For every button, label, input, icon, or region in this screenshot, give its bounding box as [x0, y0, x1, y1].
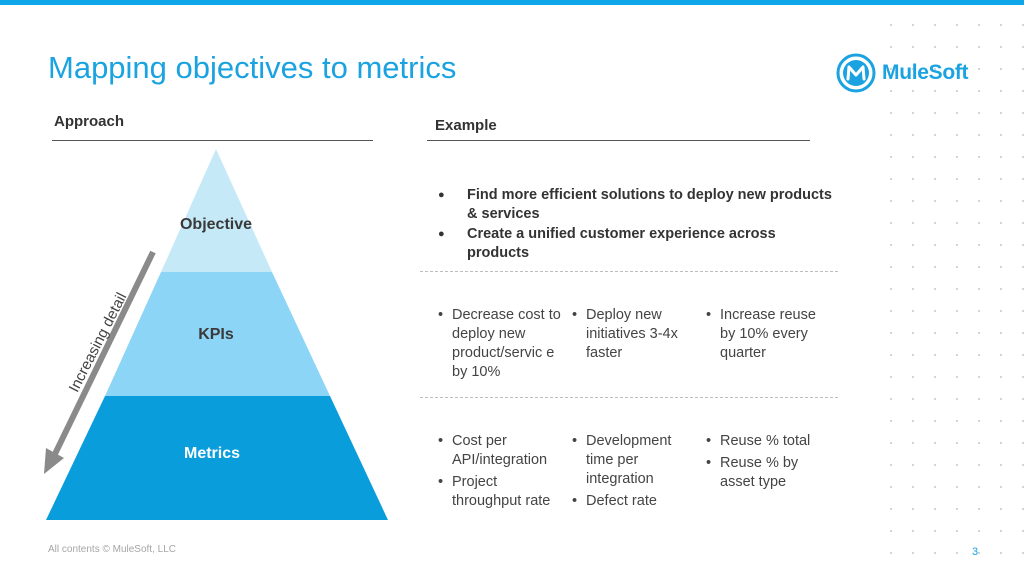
- pyramid-tier-kpis: [105, 272, 330, 396]
- dot-pattern-decoration: [880, 14, 1024, 574]
- kpi-list-cost: Decrease cost to deploy new product/serv…: [436, 306, 561, 385]
- approach-pyramid: [44, 149, 388, 520]
- list-item: Cost per API/integration: [436, 432, 561, 470]
- list-item: Reuse % total: [704, 432, 829, 451]
- top-accent-bar: [0, 0, 1024, 5]
- metric-list-cost: Cost per API/integration Project through…: [436, 432, 561, 514]
- increasing-detail-arrow: [44, 250, 156, 474]
- brand-name: MuleSoft: [882, 61, 969, 84]
- tier-label-kpis: KPIs: [198, 326, 234, 343]
- example-divider: [427, 140, 810, 141]
- list-item: Project throughput rate: [436, 473, 561, 511]
- slide-title: Mapping objectives to metrics: [48, 50, 457, 85]
- approach-heading: Approach: [54, 113, 125, 130]
- metric-list-reuse: Reuse % total Reuse % by asset type: [704, 432, 829, 495]
- tier-label-metrics: Metrics: [183, 445, 241, 462]
- mulesoft-logo: MuleSoft: [836, 53, 969, 93]
- kpi-list-speed: Deploy new initiatives 3-4x faster: [570, 306, 695, 366]
- kpi-list-reuse: Increase reuse by 10% every quarter: [704, 306, 829, 366]
- list-item: Decrease cost to deploy new product/serv…: [436, 306, 561, 382]
- mulesoft-logo-icon: [836, 53, 876, 93]
- copyright-footer: All contents © MuleSoft, LLC: [48, 544, 176, 555]
- tier-label-objective: Objective: [179, 216, 253, 233]
- list-item: Reuse % by asset type: [704, 454, 829, 492]
- list-item: Increase reuse by 10% every quarter: [704, 306, 829, 363]
- metric-list-development: Development time per integration Defect …: [570, 432, 695, 514]
- list-item: Create a unified customer experience acr…: [434, 225, 834, 263]
- pyramid-tier-objective: [161, 149, 272, 272]
- list-item: Development time per integration: [570, 432, 695, 489]
- approach-divider: [52, 140, 373, 141]
- page-number: 3: [972, 546, 979, 558]
- list-item: Find more efficient solutions to deploy …: [434, 186, 834, 224]
- row-divider: [420, 397, 838, 398]
- objectives-list: Find more efficient solutions to deploy …: [434, 186, 834, 264]
- pyramid-tier-metrics: [46, 396, 388, 520]
- list-item: Deploy new initiatives 3-4x faster: [570, 306, 695, 363]
- row-divider: [420, 271, 838, 272]
- list-item: Defect rate: [570, 492, 695, 511]
- example-heading: Example: [435, 117, 497, 134]
